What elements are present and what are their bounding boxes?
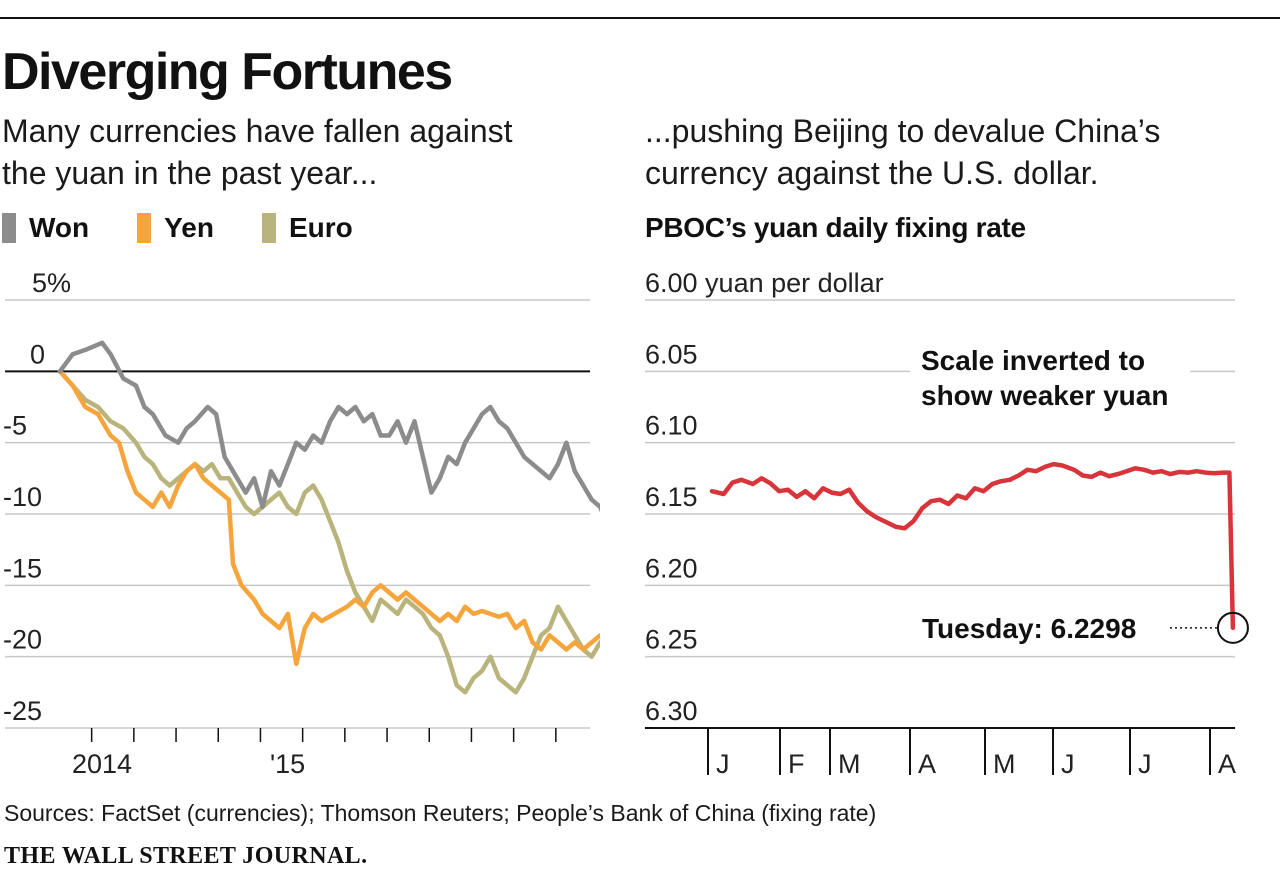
legend-item-won: Won [2, 212, 89, 244]
y-tick-label: 6.20 [645, 553, 698, 583]
y-tick-label: 6.10 [645, 411, 698, 441]
currency-chart: 5% 0 -5 -10 -15 -20 -25 2014 '15 [3, 268, 600, 779]
series-line-won [57, 340, 600, 513]
x-tick-label: J [1061, 749, 1075, 779]
y-tick-label: -15 [3, 553, 42, 583]
legend-item-euro: Euro [261, 212, 353, 244]
y-tick-label: 6.25 [645, 625, 698, 655]
publisher-logo: THE WALL STREET JOURNAL. [4, 843, 368, 869]
source-note: Sources: FactSet (currencies); Thomson R… [4, 800, 877, 826]
y-tick-label: -20 [3, 625, 42, 655]
y-tick-label: -10 [3, 482, 42, 512]
legend-swatch-won [2, 213, 16, 243]
left-subtitle-line-1: Many currencies have fallen against [2, 113, 513, 149]
top-rule [0, 17, 1280, 19]
series-line-fixing-rate [709, 461, 1236, 631]
series-line-euro [57, 369, 600, 695]
fixing-rate-chart: 6.00 yuan per dollar 6.05 6.10 6.15 6.20 6.25… [645, 268, 1249, 779]
y-tick-label: -5 [3, 411, 27, 441]
y-tick-label: 6.15 [645, 482, 698, 512]
y-tick-label: 5% [32, 268, 71, 298]
y-tick-label: 6.00 yuan per dollar [645, 268, 884, 298]
legend-label-won: Won [29, 212, 90, 243]
legend: Won Yen Euro [2, 209, 401, 247]
series-line-yen [57, 369, 600, 667]
y-tick-label: 6.30 [645, 696, 698, 726]
y-tick-label: 6.05 [645, 339, 698, 369]
legend-swatch-yen [137, 213, 152, 243]
callout-label: Tuesday: 6.2298 [922, 613, 1136, 644]
right-subtitle-line-1: ...pushing Beijing to devalue China’s [645, 113, 1161, 149]
right-subtitle-line-2: currency against the U.S. dollar. [645, 155, 1099, 191]
x-tick-label: J [1138, 749, 1152, 779]
y-tick-label: -25 [3, 696, 42, 726]
x-tick-label: A [918, 749, 936, 779]
callout-circle [1216, 611, 1249, 644]
legend-swatch-euro [261, 213, 276, 243]
legend-item-yen: Yen [137, 212, 214, 244]
x-tick-label: 2014 [72, 749, 132, 779]
annotation-line-1: Scale inverted to [921, 345, 1145, 376]
x-tick-label: '15 [270, 749, 305, 779]
legend-label-yen: Yen [164, 212, 214, 243]
annotation-line-2: show weaker yuan [921, 380, 1168, 411]
x-tick-label: J [716, 749, 730, 779]
y-tick-label: 0 [30, 339, 45, 369]
x-tick-label: F [788, 749, 805, 779]
left-subtitle-line-2: the yuan in the past year... [2, 155, 378, 191]
x-tick-label: A [1218, 749, 1236, 779]
legend-label-euro: Euro [288, 212, 353, 243]
x-tick-label: M [838, 749, 861, 779]
right-chart-heading: PBOC’s yuan daily fixing rate [645, 212, 1026, 243]
page-title: Diverging Fortunes [2, 43, 453, 101]
x-tick-label: M [993, 749, 1016, 779]
